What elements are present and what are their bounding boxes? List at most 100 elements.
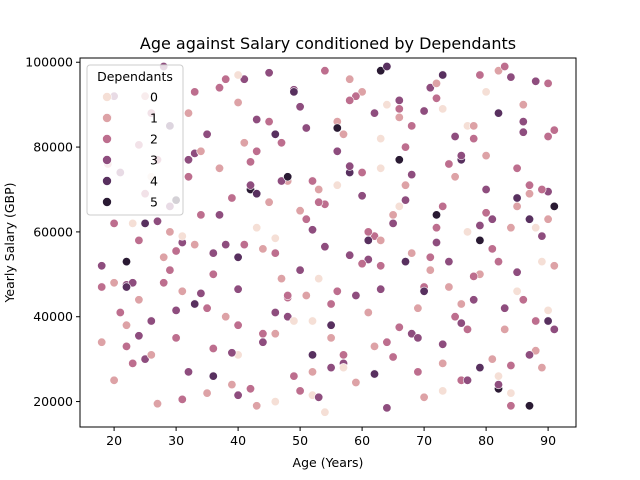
y-tick-label: 100000 (25, 55, 73, 70)
data-point (159, 252, 169, 262)
data-point (549, 125, 559, 135)
data-point (363, 235, 373, 245)
legend-box (86, 64, 184, 216)
legend-marker (102, 176, 112, 186)
data-point (431, 223, 441, 233)
data-point (531, 346, 541, 356)
data-point (276, 138, 286, 148)
data-point (444, 282, 454, 292)
data-point (462, 375, 472, 385)
data-point (363, 227, 373, 237)
x-tick-label: 40 (230, 433, 246, 448)
data-point (493, 108, 503, 118)
data-point (369, 231, 379, 241)
data-point (506, 401, 516, 411)
data-point (487, 214, 497, 224)
data-point (307, 350, 317, 360)
data-point (400, 257, 410, 267)
data-point (376, 235, 386, 245)
data-point (388, 218, 398, 228)
data-point (276, 274, 286, 284)
data-point (512, 267, 522, 277)
data-point (407, 121, 417, 131)
data-point (227, 193, 237, 203)
data-point (394, 104, 404, 114)
data-point (431, 210, 441, 220)
data-point (202, 303, 212, 313)
x-axis-label: Age (Years) (293, 455, 364, 470)
data-point (450, 132, 460, 142)
data-point (146, 350, 156, 360)
data-point (407, 170, 417, 180)
data-point (369, 108, 379, 118)
data-point (171, 246, 181, 256)
data-point (128, 278, 138, 288)
data-point (543, 305, 553, 315)
data-point (456, 299, 466, 309)
data-point (190, 299, 200, 309)
data-point (233, 70, 243, 80)
y-tick-label: 80000 (33, 140, 73, 155)
data-point (208, 248, 218, 258)
data-point (376, 284, 386, 294)
data-point (500, 324, 510, 334)
data-point (394, 201, 404, 211)
data-point (345, 95, 355, 105)
data-point (215, 210, 225, 220)
data-point (109, 218, 119, 228)
legend-label: 1 (150, 111, 158, 126)
legend-marker (102, 197, 112, 207)
data-point (171, 333, 181, 343)
data-point (190, 240, 200, 250)
data-point (524, 350, 534, 360)
data-point (462, 324, 472, 334)
x-tick-label: 60 (354, 433, 370, 448)
data-point (239, 138, 249, 148)
data-point (537, 363, 547, 373)
data-point (122, 257, 132, 267)
data-point (153, 216, 163, 226)
data-point (109, 375, 119, 385)
data-point (338, 350, 348, 360)
data-point (252, 115, 262, 125)
data-point (239, 240, 249, 250)
data-point (357, 87, 367, 97)
data-point (481, 151, 491, 161)
data-point (394, 155, 404, 165)
data-point (177, 394, 187, 404)
legend-entries: 0 1 2 3 4 5 (102, 90, 158, 210)
data-point (307, 176, 317, 186)
data-point (289, 371, 299, 381)
data-point (264, 68, 274, 78)
x-tick-label: 50 (292, 433, 308, 448)
legend: Dependants 0 1 2 3 4 5 (86, 64, 184, 216)
data-point (345, 250, 355, 260)
data-point (487, 244, 497, 254)
data-point (438, 70, 448, 80)
data-point (122, 341, 132, 351)
data-point (295, 265, 305, 275)
data-point (450, 172, 460, 182)
data-point (376, 66, 386, 76)
data-point (469, 121, 479, 131)
x-tick-label: 90 (540, 433, 556, 448)
legend-marker (102, 92, 112, 102)
data-point (481, 208, 491, 218)
data-point (246, 384, 256, 394)
data-point (320, 407, 330, 417)
x-tick-label: 20 (106, 433, 122, 448)
data-point (227, 380, 237, 390)
legend-marker (102, 134, 112, 144)
data-point (97, 282, 107, 292)
data-point (500, 303, 510, 313)
data-point (165, 227, 175, 237)
data-point (382, 403, 392, 413)
data-point (531, 223, 541, 233)
data-point (531, 316, 541, 326)
data-point (252, 189, 262, 199)
data-point (115, 307, 125, 317)
data-point (524, 214, 534, 224)
y-tick-label: 40000 (33, 309, 73, 324)
data-point (283, 290, 293, 300)
